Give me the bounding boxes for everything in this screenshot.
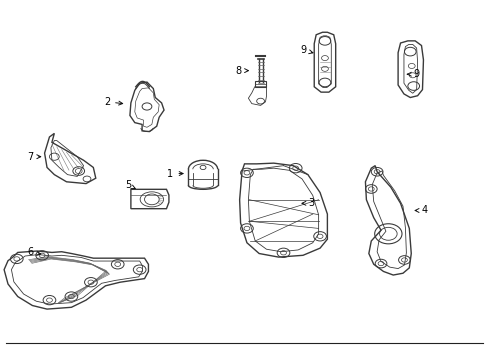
Text: 8: 8 — [235, 66, 248, 76]
Text: 6: 6 — [27, 247, 41, 257]
Bar — [254, 81, 266, 87]
Text: 9: 9 — [299, 45, 312, 55]
Text: 2: 2 — [103, 97, 122, 107]
Text: 9: 9 — [407, 69, 418, 79]
Text: 5: 5 — [125, 180, 135, 190]
Text: 1: 1 — [167, 168, 183, 179]
Text: 7: 7 — [27, 152, 41, 162]
Text: 3: 3 — [302, 198, 314, 208]
Text: 4: 4 — [414, 206, 427, 216]
